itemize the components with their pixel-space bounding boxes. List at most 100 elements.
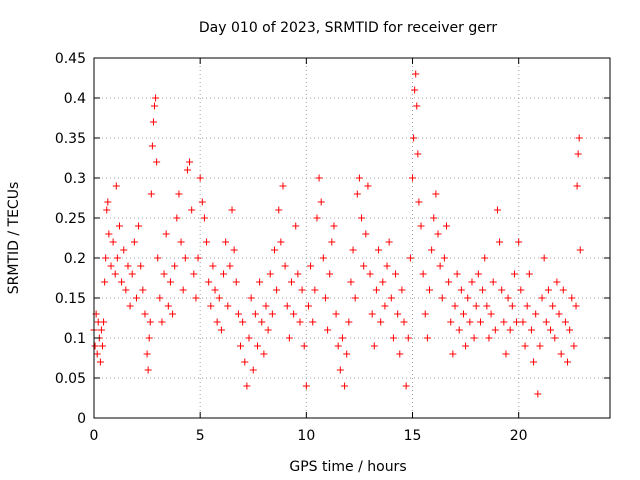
data-point: [345, 318, 353, 326]
data-point: [566, 326, 574, 334]
data-point: [137, 262, 145, 270]
data-point: [523, 302, 531, 310]
data-point: [513, 318, 521, 326]
data-point: [353, 190, 361, 198]
y-tick-label: 0.15: [55, 291, 86, 307]
data-point: [392, 270, 400, 278]
data-point: [487, 310, 495, 318]
data-point: [141, 310, 149, 318]
data-point: [553, 278, 561, 286]
data-point: [230, 246, 238, 254]
data-point: [247, 294, 255, 302]
data-point: [209, 262, 217, 270]
data-point: [294, 270, 302, 278]
x-tick-label: 10: [297, 428, 315, 444]
data-point: [328, 238, 336, 246]
data-point: [243, 382, 251, 390]
x-tick-label: 20: [510, 428, 528, 444]
data-point: [160, 270, 168, 278]
data-point: [226, 262, 234, 270]
data-point: [368, 310, 376, 318]
data-point: [139, 286, 147, 294]
data-point: [336, 366, 344, 374]
data-point: [258, 318, 266, 326]
data-point: [124, 262, 132, 270]
data-point: [315, 174, 323, 182]
data-point: [442, 222, 450, 230]
data-point: [256, 278, 264, 286]
data-point: [415, 198, 423, 206]
data-point: [574, 150, 582, 158]
data-point: [434, 230, 442, 238]
data-point: [200, 214, 208, 222]
x-axis-ticks: 0 5 10 15 20: [90, 58, 528, 444]
data-point: [500, 318, 508, 326]
data-point: [521, 342, 529, 350]
data-point: [474, 270, 482, 278]
data-point: [347, 278, 355, 286]
data-point: [130, 238, 138, 246]
data-point: [104, 198, 112, 206]
data-point: [432, 190, 440, 198]
y-axis-ticks: 0 0.05 0.1 0.15 0.2 0.25 0.3 0.35 0.4 0.45: [55, 51, 610, 427]
data-point: [334, 342, 342, 350]
data-point: [555, 310, 563, 318]
data-point: [196, 174, 204, 182]
data-point: [107, 262, 115, 270]
data-point: [351, 294, 359, 302]
data-point: [273, 286, 281, 294]
data-point: [406, 254, 414, 262]
data-point: [324, 326, 332, 334]
data-point: [551, 334, 559, 342]
data-point: [113, 254, 121, 262]
data-point: [466, 318, 474, 326]
data-point: [311, 286, 319, 294]
data-point: [188, 206, 196, 214]
data-point: [455, 326, 463, 334]
data-point: [476, 318, 484, 326]
data-point: [404, 334, 412, 342]
data-point: [491, 326, 499, 334]
data-point: [457, 286, 465, 294]
data-point: [154, 254, 162, 262]
y-tick-label: 0.05: [55, 371, 86, 387]
data-point: [389, 334, 397, 342]
data-point: [309, 318, 317, 326]
data-point: [538, 294, 546, 302]
data-point: [147, 190, 155, 198]
data-point: [549, 302, 557, 310]
data-point: [158, 318, 166, 326]
data-point: [213, 318, 221, 326]
data-point: [396, 350, 404, 358]
data-point: [96, 358, 104, 366]
data-point: [203, 238, 211, 246]
data-point: [517, 286, 525, 294]
data-point: [262, 302, 270, 310]
data-point: [169, 310, 177, 318]
data-point: [205, 278, 213, 286]
data-point: [224, 302, 232, 310]
data-point: [232, 278, 240, 286]
data-point: [241, 358, 249, 366]
data-point: [349, 246, 357, 254]
data-point: [410, 134, 418, 142]
data-point: [103, 206, 111, 214]
data-point: [370, 342, 378, 350]
data-point: [319, 254, 327, 262]
data-point: [462, 342, 470, 350]
data-point: [166, 278, 174, 286]
data-point: [194, 254, 202, 262]
data-point: [498, 286, 506, 294]
data-point: [132, 294, 140, 302]
data-point: [438, 294, 446, 302]
data-point: [285, 334, 293, 342]
x-tick-label: 15: [404, 428, 422, 444]
data-point: [409, 174, 417, 182]
data-point: [198, 198, 206, 206]
data-point: [421, 310, 429, 318]
data-point: [126, 302, 134, 310]
data-point: [341, 382, 349, 390]
data-point: [217, 326, 225, 334]
x-axis-label: GPS time / hours: [289, 459, 406, 475]
data-point: [575, 134, 583, 142]
